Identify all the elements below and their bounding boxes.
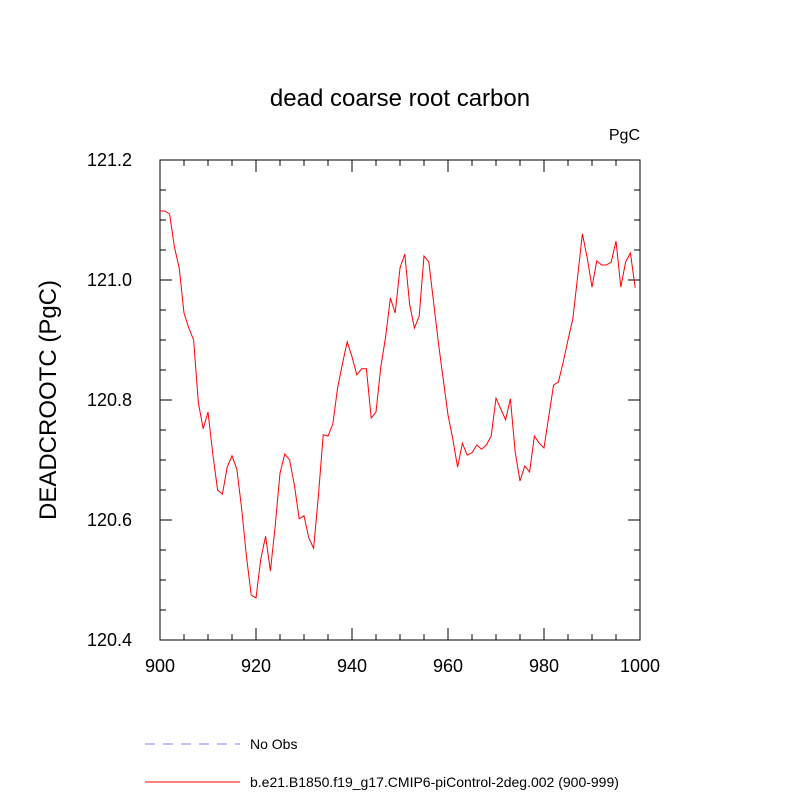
x-tick-label: 960 [433,656,463,676]
plot-frame [159,159,641,641]
x-tick-label: 940 [337,656,367,676]
y-tick-label: 120.8 [87,390,132,410]
y-axis-label: DEADCROOTC (PgC) [35,280,62,520]
x-tick-label: 900 [145,656,175,676]
series-line-model [160,210,636,599]
y-tick-label: 120.4 [87,630,132,650]
units-label: PgC [609,127,640,144]
y-tick-label: 120.6 [87,510,132,530]
y-tick-label: 121.2 [87,150,132,170]
y-tick-labels: 120.4 120.6 120.8 121.0 121.2 [87,150,132,650]
y-tick-label: 121.0 [87,270,132,290]
x-tick-label: 920 [241,656,271,676]
x-tick-label: 980 [529,656,559,676]
axis-ticks [159,159,641,641]
plot-area [160,210,636,599]
x-tick-labels: 900 920 940 960 980 1000 [145,656,660,676]
legend: No Obs b.e21.B1850.f19_g17.CMIP6-piContr… [145,736,619,790]
x-tick-label: 1000 [620,656,660,676]
legend-no-obs-label: No Obs [250,736,297,752]
legend-model-label: b.e21.B1850.f19_g17.CMIP6-piControl-2deg… [250,774,619,790]
chart-title: dead coarse root carbon [270,85,530,112]
